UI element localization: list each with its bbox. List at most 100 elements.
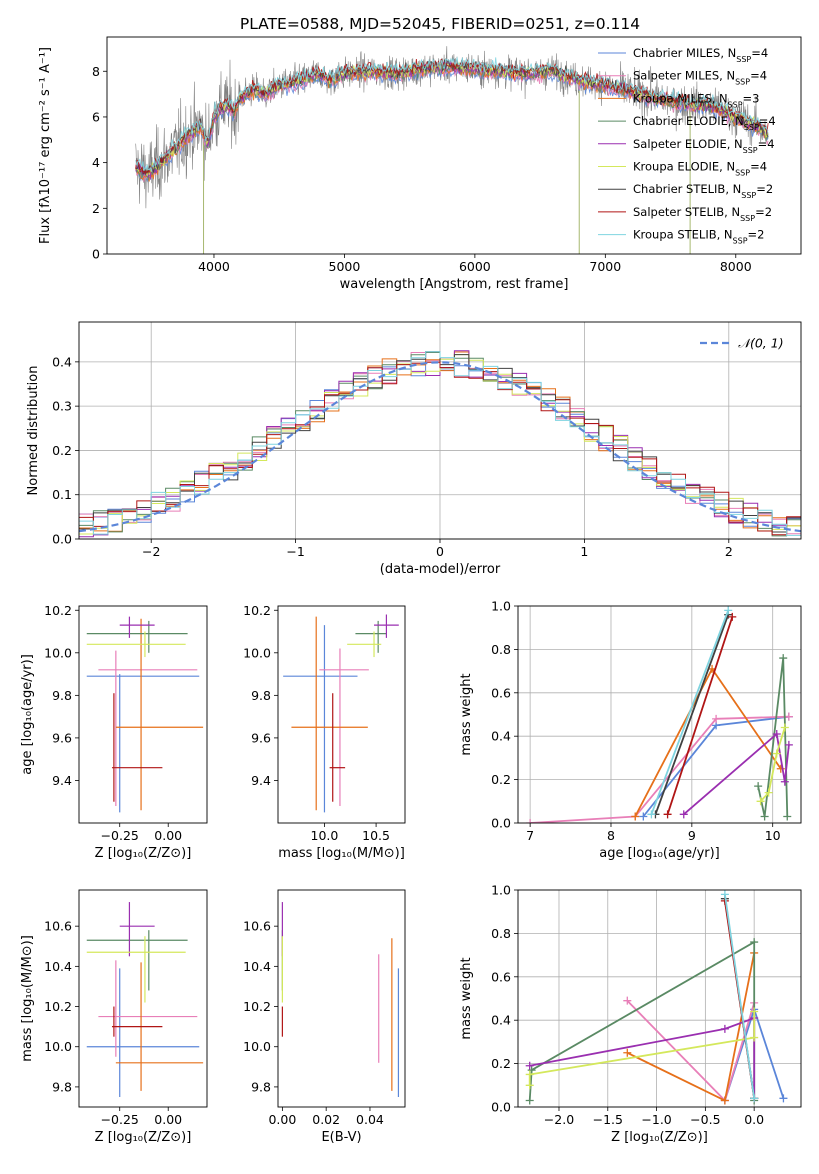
x-tick-label: 10 [765,828,781,843]
weight-marker [756,797,765,806]
legend-tail: =2 [756,182,773,196]
x-axis-label: E(B-V) [321,1130,361,1145]
mass-vs-ebv-panel: 0.00 0.02 0.04 9.8 10.0 10.2 10.4 10.6 E(B-V) [243,889,406,1145]
weight-vs-metallicity-panel-area [525,890,788,1105]
y-tick-label: 0 [92,247,100,262]
y-tick-label: 9.6 [52,730,72,745]
y-tick-label: 0.2 [52,443,72,458]
spectrum-panel: 4000 5000 6000 7000 8000 0 2 4 6 8 wavelength [Ang… [38,36,802,292]
y-tick-label: 0.8 [491,642,511,657]
x-axis-label: (data-model)/error [380,562,501,577]
y-tick-label: 10.2 [44,999,72,1014]
legend-entry: 𝒩(0, 1) [738,336,784,351]
age-vs-metallicity-panel-area [86,616,204,813]
legend-entry: Chabrier ELODIE, NSSP=4 [633,114,776,132]
axes-frame [517,889,802,1108]
weight-line [724,894,756,1099]
y-tick-label: 0.8 [491,926,511,941]
legend-tail: =4 [750,69,767,83]
y-tick-label: 10.0 [44,1039,72,1054]
mass-vs-metallicity-panel-area [86,902,204,1097]
x-tick-label: 9 [688,828,696,843]
legend-entry: Salpeter STELIB, NSSP=2 [633,205,772,223]
legend-tail: =2 [748,228,765,242]
x-axis-label: age [log₁₀(age/yr)] [599,846,720,861]
weight-marker [764,788,773,797]
legend-tail: =4 [758,137,775,151]
y-tick-label: 10.6 [44,919,72,934]
legend-subscript: SSP [740,213,755,222]
y-tick-label: 10.2 [243,603,271,618]
y-tick-label: 9.8 [52,688,72,703]
y-tick-label: 10.2 [243,999,271,1014]
weight-line [683,732,790,815]
y-tick-label: 0.2 [491,1056,511,1071]
weight-marker [525,1061,534,1070]
age-vs-mass-panel: 10.0 10.5 9.4 9.6 9.8 10.0 10.2 mass [log₁₀(M/M… [243,603,406,861]
x-tick-label: 10.0 [311,828,339,843]
x-tick-label: 0.00 [154,828,182,843]
weight-marker [712,714,721,723]
x-tick-label: 0.02 [312,1112,340,1127]
x-tick-label: −0.25 [101,1112,139,1127]
legend-subscript: SSP [741,191,756,200]
legend-entry: Salpeter ELODIE, NSSP=4 [633,137,775,155]
legend-entry: Salpeter MILES, NSSP=4 [633,69,767,87]
legend-tail: =3 [743,91,760,105]
weight-vs-age-panel-area [526,606,793,823]
y-tick-label: 1.0 [491,599,511,614]
x-tick-label: −1.0 [641,1112,671,1127]
weight-line [528,1011,756,1086]
y-tick-label: 0.0 [491,1100,511,1115]
legend-tail: =4 [750,160,767,174]
weight-vs-age-panel: 7 8 9 10 0.0 0.2 0.4 0.6 0.8 1.0 age [log₁₀(age/yr… [459,599,802,861]
weight-marker [525,1081,534,1090]
y-tick-label: 1.0 [491,883,511,898]
axes-frame [106,36,802,255]
weight-marker [623,1048,632,1057]
y-axis-label: Normed distribution [26,366,41,496]
weight-marker [724,606,733,615]
residual-histogram [79,361,801,536]
weight-line [529,1016,756,1099]
model-spectrum-line [135,59,769,176]
y-tick-label: 10.0 [44,645,72,660]
gaussian-curve [79,361,801,533]
weight-marker [631,812,640,821]
legend-subscript: SSP [744,123,759,132]
figure-title: PLATE=0588, MJD=52045, FIBERID=0251, z=0… [240,15,640,33]
x-tick-label: 0.00 [154,1112,182,1127]
weight-line [528,940,756,1101]
y-tick-label: 10.6 [243,919,271,934]
legend-tail: =4 [759,114,776,128]
residuals-panel: −2 −1 0 1 2 0.0 0.1 0.2 0.3 0.4 (data-model)/error… [26,321,802,577]
weight-marker [780,777,789,786]
residual-histogram [79,351,801,533]
y-tick-label: 0.1 [52,487,72,502]
weight-marker [623,996,632,1005]
axes-frame [277,889,406,1108]
residuals-plot-area [79,350,801,538]
weight-marker [750,1094,759,1103]
x-tick-label: −1.5 [593,1112,623,1127]
legend-subscript: SSP [735,168,750,177]
x-tick-label: 7000 [589,259,621,274]
weight-marker [639,812,648,821]
y-tick-label: 0.4 [52,354,72,369]
weight-marker [772,730,781,739]
y-tick-label: 9.4 [52,773,72,788]
y-tick-label: 10.4 [243,959,271,974]
x-tick-label: 0.0 [744,1112,764,1127]
y-tick-label: 10.0 [243,645,271,660]
x-axis-label: Z [log₁₀(Z/Z⊙)] [95,1130,192,1145]
weight-marker [720,1096,729,1105]
weight-line [530,715,789,823]
legend-subscript: SSP [736,55,751,64]
weight-marker [772,749,781,758]
x-tick-label: 0 [436,544,444,559]
y-tick-label: 0.4 [491,1013,511,1028]
x-tick-label: −1 [286,544,304,559]
y-tick-label: 9.6 [251,730,271,745]
x-tick-label: 10.5 [362,828,390,843]
